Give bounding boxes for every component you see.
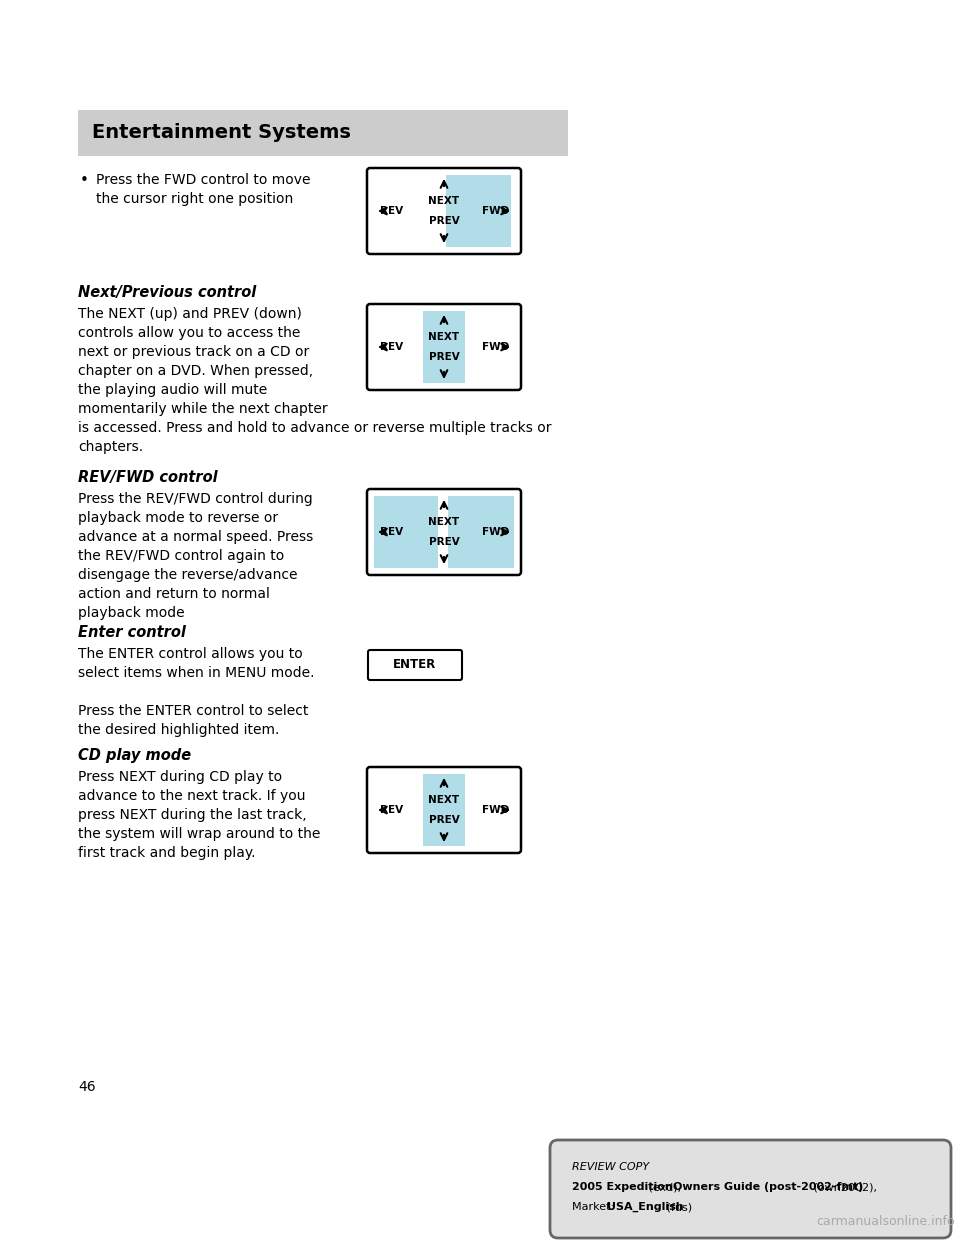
Text: Enter control: Enter control bbox=[78, 625, 186, 640]
Text: PREV: PREV bbox=[428, 815, 460, 825]
Text: Next/Previous control: Next/Previous control bbox=[78, 284, 256, 301]
Text: REVIEW COPY: REVIEW COPY bbox=[572, 1163, 649, 1172]
Bar bbox=[446, 175, 511, 247]
Text: Market:: Market: bbox=[572, 1202, 621, 1212]
Text: FWD: FWD bbox=[482, 206, 510, 216]
Text: Press NEXT during CD play to
advance to the next track. If you
press NEXT during: Press NEXT during CD play to advance to … bbox=[78, 770, 321, 859]
FancyBboxPatch shape bbox=[368, 650, 462, 681]
Text: ENTER: ENTER bbox=[394, 658, 437, 672]
FancyBboxPatch shape bbox=[367, 489, 521, 575]
Text: (own2002),: (own2002), bbox=[810, 1182, 877, 1192]
Text: The ENTER control allows you to
select items when in MENU mode.

Press the ENTER: The ENTER control allows you to select i… bbox=[78, 647, 315, 737]
Bar bbox=[423, 310, 465, 383]
Text: Press the FWD control to move
the cursor right one position: Press the FWD control to move the cursor… bbox=[96, 173, 310, 206]
Text: Owners Guide (post-2002-fmt): Owners Guide (post-2002-fmt) bbox=[673, 1182, 863, 1192]
Text: Press the REV/FWD control during
playback mode to reverse or
advance at a normal: Press the REV/FWD control during playbac… bbox=[78, 492, 313, 620]
Bar bbox=[448, 496, 514, 568]
Text: 2005 Expedition: 2005 Expedition bbox=[572, 1182, 673, 1192]
Text: REV: REV bbox=[380, 206, 403, 216]
FancyBboxPatch shape bbox=[367, 304, 521, 390]
Text: PREV: PREV bbox=[428, 351, 460, 361]
Text: USA_English: USA_English bbox=[608, 1202, 684, 1212]
Text: REV: REV bbox=[380, 805, 403, 815]
Text: FWD: FWD bbox=[482, 342, 510, 351]
Text: NEXT: NEXT bbox=[428, 517, 460, 527]
Text: NEXT: NEXT bbox=[428, 795, 460, 805]
FancyBboxPatch shape bbox=[367, 168, 521, 255]
Bar bbox=[78, 111, 568, 156]
Text: NEXT: NEXT bbox=[428, 196, 460, 206]
Text: The NEXT (up) and PREV (down)
controls allow you to access the
next or previous : The NEXT (up) and PREV (down) controls a… bbox=[78, 307, 551, 453]
Bar bbox=[423, 774, 465, 846]
Text: REV: REV bbox=[380, 342, 403, 351]
Text: FWD: FWD bbox=[482, 805, 510, 815]
Text: FWD: FWD bbox=[482, 527, 510, 537]
Text: PREV: PREV bbox=[428, 537, 460, 546]
FancyBboxPatch shape bbox=[367, 768, 521, 853]
Text: (fus): (fus) bbox=[662, 1202, 691, 1212]
Text: REV/FWD control: REV/FWD control bbox=[78, 469, 218, 484]
Text: carmanualsonline.info: carmanualsonline.info bbox=[816, 1215, 955, 1228]
Text: (exd),: (exd), bbox=[644, 1182, 684, 1192]
Text: CD play mode: CD play mode bbox=[78, 748, 191, 763]
Text: •: • bbox=[80, 173, 89, 188]
Text: Entertainment Systems: Entertainment Systems bbox=[92, 123, 350, 143]
Bar bbox=[374, 496, 438, 568]
FancyBboxPatch shape bbox=[550, 1140, 951, 1238]
Text: PREV: PREV bbox=[428, 216, 460, 226]
Text: NEXT: NEXT bbox=[428, 332, 460, 342]
Text: REV: REV bbox=[380, 527, 403, 537]
Text: 46: 46 bbox=[78, 1081, 96, 1094]
